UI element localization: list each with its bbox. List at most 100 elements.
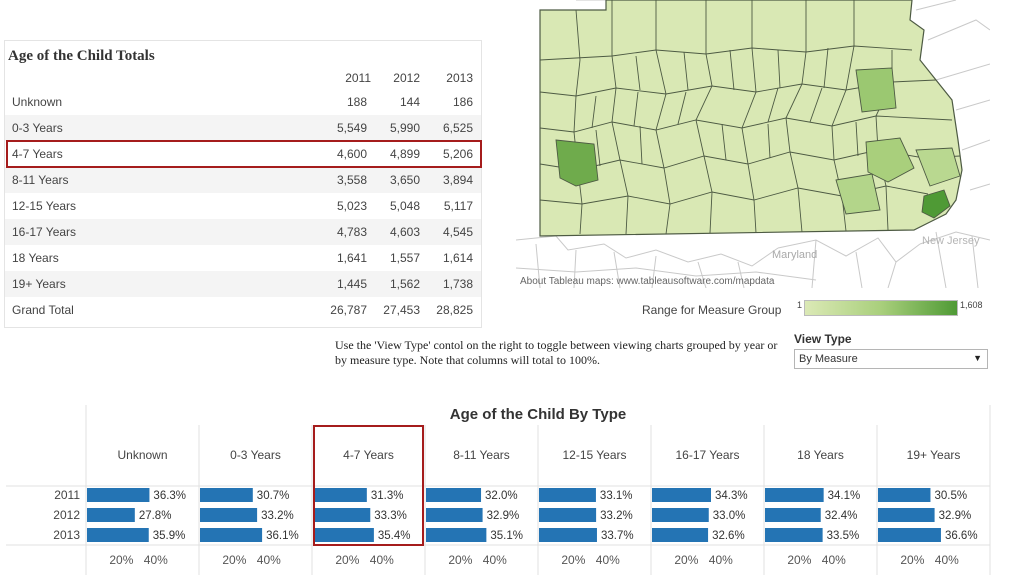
x-tick-label: 20% — [787, 553, 811, 567]
view-type-label: View Type — [794, 332, 852, 346]
bar-12-15-years-2011[interactable] — [539, 488, 596, 502]
cell-2011: 26,787 — [330, 303, 367, 317]
x-tick-label: 20% — [674, 553, 698, 567]
row-label: 18 Years — [12, 251, 59, 265]
view-type-dropdown[interactable]: By Measure ▼ — [794, 349, 988, 369]
bar-19-years-2013[interactable] — [878, 528, 941, 542]
cell-2013: 5,206 — [442, 147, 473, 161]
x-tick-label: 40% — [144, 553, 168, 567]
table-row[interactable]: 4-7 Years 4,600 4,899 5,206 — [5, 141, 481, 167]
bar-16-17-years-2012[interactable] — [652, 508, 709, 522]
bar-19-years-2011[interactable] — [878, 488, 931, 502]
x-tick-label: 20% — [222, 553, 246, 567]
table-row[interactable]: 0-3 Years 5,549 5,990 6,525 — [5, 115, 481, 141]
bar-unknown-2011[interactable] — [87, 488, 150, 502]
bar-value-label: 33.0% — [713, 510, 746, 522]
category-header: 12-15 Years — [562, 448, 626, 462]
bar-unknown-2012[interactable] — [87, 508, 135, 522]
chevron-down-icon[interactable]: ▼ — [973, 353, 982, 363]
bar-0-3-years-2013[interactable] — [200, 528, 263, 542]
bar-value-label: 33.7% — [601, 530, 634, 542]
cell-2011: 5,549 — [336, 121, 367, 135]
cell-2012: 144 — [399, 95, 420, 109]
bar-value-label: 34.3% — [715, 490, 748, 502]
bar-8-11-years-2013[interactable] — [426, 528, 487, 542]
bar-19-years-2012[interactable] — [878, 508, 935, 522]
legend-gradient — [804, 300, 958, 316]
county-philadelphia[interactable] — [921, 189, 951, 219]
bar-4-7-years-2011[interactable] — [313, 488, 367, 502]
cell-2011: 1,641 — [336, 251, 367, 265]
table-row[interactable]: 16-17 Years 4,783 4,603 4,545 — [5, 219, 481, 245]
bar-value-label: 34.1% — [828, 490, 861, 502]
table-row-grand-total[interactable]: Grand Total 26,787 27,453 28,825 — [5, 297, 481, 323]
row-label: 12-15 Years — [12, 199, 77, 213]
view-type-value: By Measure — [799, 353, 858, 365]
bar-value-label: 33.2% — [600, 510, 633, 522]
row-label: 16-17 Years — [12, 225, 77, 239]
cell-2012: 5,048 — [389, 199, 420, 213]
x-tick-label: 20% — [561, 553, 585, 567]
cell-2013: 3,894 — [442, 173, 473, 187]
x-tick-label: 40% — [596, 553, 620, 567]
table-row[interactable]: 18 Years 1,641 1,557 1,614 — [5, 245, 481, 271]
bar-4-7-years-2012[interactable] — [313, 508, 371, 522]
category-header: 16-17 Years — [675, 448, 739, 462]
legend-title: Range for Measure Group — [642, 303, 782, 317]
cell-2013: 4,545 — [442, 225, 473, 239]
bar-12-15-years-2012[interactable] — [539, 508, 597, 522]
cell-2012: 4,899 — [389, 147, 420, 161]
bar-value-label: 33.5% — [827, 530, 860, 542]
bar-value-label: 36.6% — [945, 530, 978, 542]
table-row[interactable]: Unknown 188 144 186 — [5, 89, 481, 115]
map-attribution-link[interactable]: About Tableau maps: www.tableausoftware.… — [520, 276, 775, 287]
bar-18-years-2013[interactable] — [765, 528, 823, 542]
x-tick-label: 20% — [900, 553, 924, 567]
cell-2013: 6,525 — [442, 121, 473, 135]
x-tick-label: 20% — [109, 553, 133, 567]
legend-min: 1 — [797, 300, 803, 310]
bar-12-15-years-2013[interactable] — [539, 528, 597, 542]
county-map[interactable]: Maryland New Jersey About Tableau maps: … — [515, 0, 991, 289]
table-row[interactable]: 19+ Years 1,445 1,562 1,738 — [5, 271, 481, 297]
category-header: 0-3 Years — [230, 448, 281, 462]
bar-value-label: 32.9% — [487, 510, 520, 522]
column-header-2012: 2012 — [393, 71, 420, 85]
bar-18-years-2011[interactable] — [765, 488, 824, 502]
county-mid-northeast[interactable] — [855, 67, 897, 113]
county-mid-southeast[interactable] — [835, 173, 881, 215]
row-label: Unknown — [12, 95, 63, 109]
bar-value-label: 31.3% — [371, 490, 404, 502]
cell-2012: 3,650 — [389, 173, 420, 187]
bar-8-11-years-2012[interactable] — [426, 508, 483, 522]
map-canvas: Maryland New Jersey About Tableau maps: … — [515, 0, 991, 289]
table-row[interactable]: 8-11 Years 3,558 3,650 3,894 — [5, 167, 481, 193]
totals-table: Age of the Child Totals 2011 2012 2013 U… — [4, 40, 482, 328]
category-header: 8-11 Years — [453, 448, 510, 462]
county-high-west[interactable] — [555, 139, 599, 187]
x-tick-label: 20% — [335, 553, 359, 567]
bar-value-label: 32.0% — [485, 490, 518, 502]
county-mid-east[interactable] — [865, 137, 915, 183]
bar-value-label: 32.9% — [939, 510, 972, 522]
bar-16-17-years-2011[interactable] — [652, 488, 711, 502]
cell-2011: 4,783 — [336, 225, 367, 239]
selected-column-highlight — [313, 425, 424, 546]
year-label-2013: 2013 — [53, 528, 80, 542]
bar-unknown-2013[interactable] — [87, 528, 149, 542]
bar-0-3-years-2011[interactable] — [200, 488, 253, 502]
county-east-light[interactable] — [915, 147, 961, 187]
bar-4-7-years-2013[interactable] — [313, 528, 374, 542]
x-tick-label: 40% — [935, 553, 959, 567]
category-header: Unknown — [117, 448, 167, 462]
selected-row-highlight — [6, 140, 482, 168]
cell-2012: 1,562 — [389, 277, 420, 291]
bar-16-17-years-2013[interactable] — [652, 528, 709, 542]
bar-18-years-2012[interactable] — [765, 508, 821, 522]
column-header-2011: 2011 — [345, 71, 371, 85]
bar-0-3-years-2012[interactable] — [200, 508, 258, 522]
table-row[interactable]: 12-15 Years 5,023 5,048 5,117 — [5, 193, 481, 219]
x-tick-label: 40% — [483, 553, 507, 567]
bar-8-11-years-2011[interactable] — [426, 488, 482, 502]
